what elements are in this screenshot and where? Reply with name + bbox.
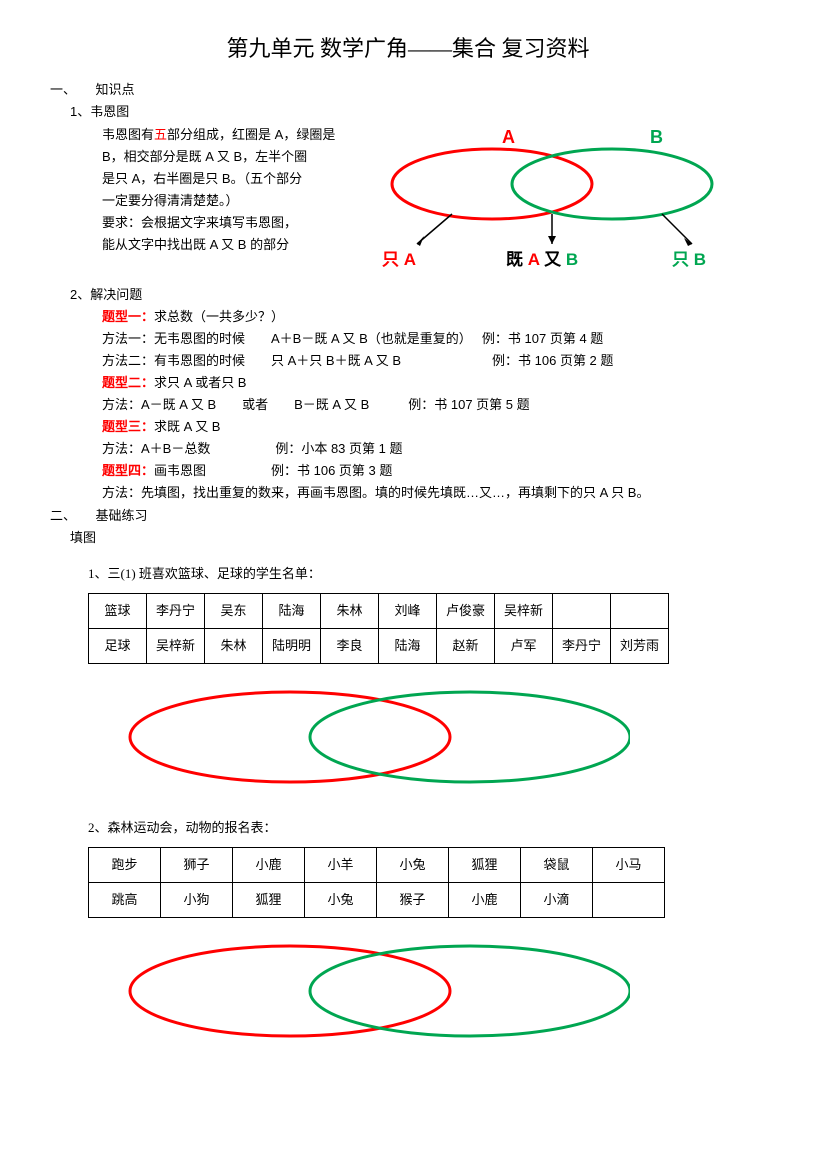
venn-diagram-labeled: A B 只 A 既 A 又 B 只 B	[362, 124, 766, 274]
item1-line1-pre: 韦恩图有	[102, 127, 154, 142]
table-cell: 陆海	[379, 628, 437, 663]
type2-method1: 方法：A－既 A 又 B 或者 B－既 A 又 B 例：书 107 页第 5 题	[102, 394, 766, 416]
table-cell: 小马	[593, 848, 665, 883]
practice2-table: 跑步 狮子 小鹿 小羊 小兔 狐狸 袋鼠 小马 跳高 小狗 狐狸 小兔 猴子 小…	[88, 847, 665, 918]
table-cell: 袋鼠	[521, 848, 593, 883]
table-row: 足球 吴梓新 朱林 陆明明 李良 陆海 赵新 卢军 李丹宁 刘芳雨	[89, 628, 669, 663]
only-b-text: B	[694, 250, 706, 269]
venn-label-a: A	[502, 122, 515, 153]
item2-header: 2、解决问题	[70, 284, 766, 306]
both-pre: 既	[506, 250, 528, 269]
table-cell: 陆海	[263, 593, 321, 628]
item1-line4: 一定要分得清清楚楚。）	[102, 190, 342, 212]
item1-header: 1、韦恩图	[70, 101, 766, 123]
item1-line5: 要求：会根据文字来填写韦恩图，	[102, 212, 342, 234]
type4-label: 题型四：	[102, 463, 154, 478]
table-cell: 小鹿	[233, 848, 305, 883]
type3-method1: 方法：A＋B－总数 例：小本 83 页第 1 题	[102, 438, 766, 460]
table-cell: 卢军	[495, 628, 553, 663]
item1-line2: B，相交部分是既 A 又 B，左半个圈	[102, 146, 342, 168]
table-row: 篮球 李丹宁 吴东 陆海 朱林 刘峰 卢俊豪 吴梓新	[89, 593, 669, 628]
venn-label-b: B	[650, 122, 663, 153]
venn-empty-1	[110, 682, 766, 799]
type1-method1: 方法一：无韦恩图的时候 A＋B－既 A 又 B（也就是重复的） 例：书 107 …	[102, 328, 766, 350]
table-cell: 刘峰	[379, 593, 437, 628]
venn-empty-svg-1	[110, 682, 630, 792]
table-cell: 猴子	[377, 883, 449, 918]
table-cell: 李良	[321, 628, 379, 663]
table-cell: 狮子	[161, 848, 233, 883]
both-a: A	[528, 250, 540, 269]
type3-label: 题型三：	[102, 419, 154, 434]
type2-label: 题型二：	[102, 375, 154, 390]
table-row: 跳高 小狗 狐狸 小兔 猴子 小鹿 小滴	[89, 883, 665, 918]
table-cell: 足球	[89, 628, 147, 663]
type4-text: 画韦恩图 例：书 106 页第 3 题	[154, 463, 392, 478]
practice1-title: 1、三(1) 班喜欢篮球、足球的学生名单：	[88, 563, 766, 585]
venn-empty-svg-2	[110, 936, 630, 1046]
table-cell: 李丹宁	[553, 628, 611, 663]
table-cell: 跳高	[89, 883, 161, 918]
item1-line1-red: 五	[154, 127, 167, 142]
practice1-table: 篮球 李丹宁 吴东 陆海 朱林 刘峰 卢俊豪 吴梓新 足球 吴梓新 朱林 陆明明…	[88, 593, 669, 664]
type1-label: 题型一：	[102, 309, 154, 324]
item1-line3: 是只 A，右半圈是只 B。（五个部分	[102, 168, 342, 190]
page-title: 第九单元 数学广角——集合 复习资料	[50, 30, 766, 67]
table-cell: 狐狸	[449, 848, 521, 883]
table-row: 跑步 狮子 小鹿 小羊 小兔 狐狸 袋鼠 小马	[89, 848, 665, 883]
practice2-title: 2、森林运动会，动物的报名表：	[88, 817, 766, 839]
venn-only-b: 只 B	[672, 246, 706, 275]
type2-text: 求只 A 或者只 B	[154, 375, 246, 390]
table-cell: 朱林	[321, 593, 379, 628]
table-cell: 李丹宁	[147, 593, 205, 628]
table-cell: 跑步	[89, 848, 161, 883]
table-cell	[553, 593, 611, 628]
table-cell: 狐狸	[233, 883, 305, 918]
section2-header: 二、 基础练习	[50, 505, 766, 527]
table-cell: 小羊	[305, 848, 377, 883]
table-cell	[593, 883, 665, 918]
only-a-text: A	[404, 250, 416, 269]
type3-text: 求既 A 又 B	[154, 419, 220, 434]
table-cell: 小滴	[521, 883, 593, 918]
table-cell: 卢俊豪	[437, 593, 495, 628]
table-cell: 陆明明	[263, 628, 321, 663]
table-cell: 小兔	[377, 848, 449, 883]
item1-line1-post: 部分组成，红圈是 A，绿圈是	[167, 127, 335, 142]
section1-header: 一、 知识点	[50, 79, 766, 101]
table-cell	[611, 593, 669, 628]
type4-method1: 方法：先填图，找出重复的数来，再画韦恩图。填的时候先填既…又…，再填剩下的只 A…	[102, 482, 766, 504]
venn-both: 既 A 又 B	[506, 246, 578, 275]
table-cell: 吴东	[205, 593, 263, 628]
venn-description: 韦恩图有五部分组成，红圈是 A，绿圈是 B，相交部分是既 A 又 B，左半个圈 …	[102, 124, 342, 257]
section2-sub: 填图	[70, 527, 766, 549]
only-b-pre: 只	[672, 250, 694, 269]
item1-line6: 能从文字中找出既 A 又 B 的部分	[102, 234, 342, 256]
venn-only-a: 只 A	[382, 246, 416, 275]
venn-empty-2	[110, 936, 766, 1053]
table-cell: 吴梓新	[495, 593, 553, 628]
table-cell: 朱林	[205, 628, 263, 663]
both-b: B	[566, 250, 578, 269]
table-cell: 赵新	[437, 628, 495, 663]
type1-text: 求总数（一共多少？）	[154, 309, 284, 324]
table-cell: 小兔	[305, 883, 377, 918]
table-cell: 吴梓新	[147, 628, 205, 663]
type1-method2: 方法二：有韦恩图的时候 只 A＋只 B＋既 A 又 B 例：书 106 页第 2…	[102, 350, 766, 372]
both-mid: 又	[539, 250, 565, 269]
only-a-pre: 只	[382, 250, 404, 269]
table-cell: 刘芳雨	[611, 628, 669, 663]
table-cell: 篮球	[89, 593, 147, 628]
table-cell: 小狗	[161, 883, 233, 918]
table-cell: 小鹿	[449, 883, 521, 918]
